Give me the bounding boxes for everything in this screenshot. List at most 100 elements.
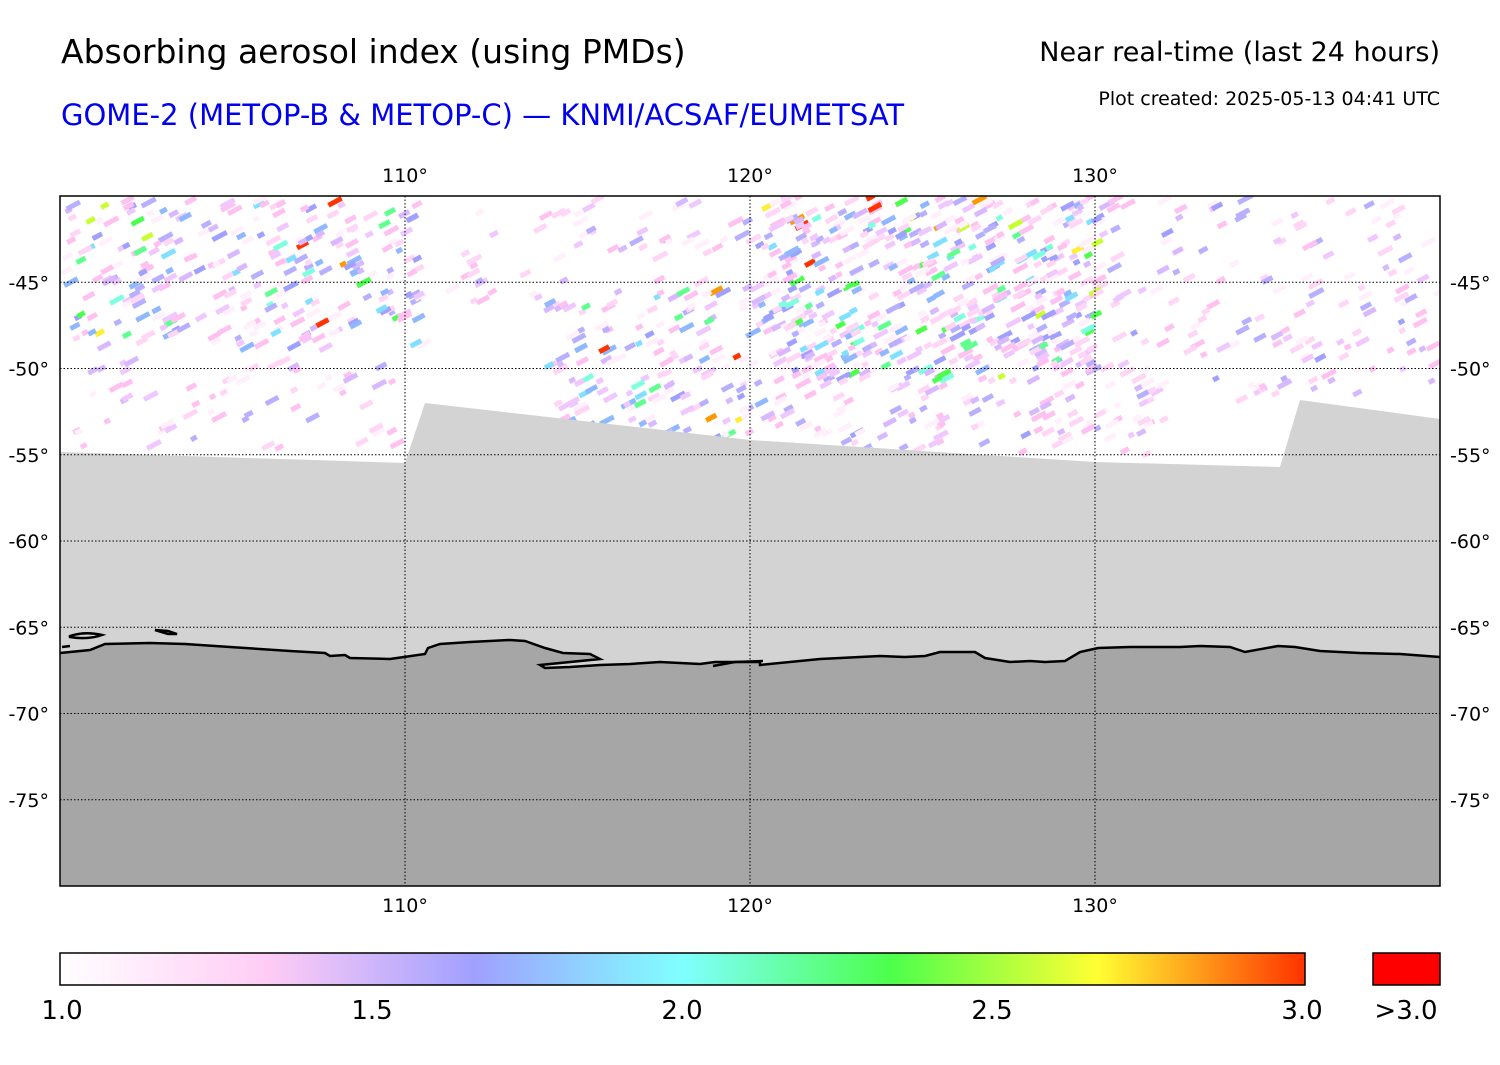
aerosol-pixel (108, 294, 125, 306)
aerosol-pixel (827, 274, 837, 283)
aerosol-pixel (1068, 415, 1085, 428)
aerosol-pixel (686, 301, 697, 311)
aerosol-pixel (982, 223, 997, 234)
aerosol-pixel (748, 358, 760, 368)
aerosol-pixel (1055, 287, 1066, 297)
aerosol-pixel (798, 420, 814, 432)
aerosol-pixel (704, 300, 719, 311)
aerosol-pixel (1079, 275, 1094, 287)
aerosol-pixel (1337, 299, 1350, 309)
aerosol-pixel (1308, 287, 1325, 299)
aerosol-pixel (1293, 308, 1306, 319)
aerosol-pixel (1228, 259, 1240, 269)
aerosol-pixel (1059, 357, 1074, 368)
aerosol-pixel (926, 294, 937, 304)
aerosol-pixel (277, 355, 291, 366)
aerosol-pixel (210, 411, 228, 423)
aerosol-pixel (1427, 377, 1436, 385)
aerosol-pixel (851, 207, 869, 220)
aerosol-pixel (914, 266, 930, 278)
aerosol-pixel (560, 208, 572, 218)
aerosol-pixel (901, 212, 918, 225)
aerosol-pixel (681, 236, 695, 247)
aerosol-pixel (1137, 286, 1148, 295)
aerosol-pixel (1007, 218, 1024, 231)
aerosol-pixel (638, 419, 648, 428)
aerosol-pixel (1280, 374, 1288, 383)
aerosol-pixel (957, 220, 969, 230)
aerosol-pixel (121, 392, 134, 403)
aerosol-pixel (226, 248, 241, 260)
aerosol-pixel (374, 361, 388, 372)
aerosol-pixel (103, 215, 120, 228)
aerosol-pixel (632, 398, 647, 410)
aerosol-pixel (843, 210, 857, 221)
aerosol-pixel (1136, 389, 1150, 400)
aerosol-pixel (568, 376, 577, 384)
colorbar-tick-label: 2.0 (661, 996, 703, 1026)
aerosol-pixel (789, 275, 806, 287)
aerosol-pixel (1120, 198, 1136, 211)
aerosol-pixel (253, 281, 262, 290)
aerosol-pixel (222, 305, 236, 317)
aerosol-pixel (692, 364, 704, 375)
aerosol-pixel (133, 245, 148, 257)
aerosol-pixel (135, 311, 151, 323)
aerosol-pixel (923, 367, 936, 377)
aerosol-pixel (207, 261, 215, 269)
aerosol-pixel (977, 374, 988, 383)
aerosol-pixel (1085, 362, 1099, 374)
aerosol-pixel (907, 411, 916, 419)
aerosol-pixel (1416, 273, 1430, 284)
aerosol-pixel (161, 311, 179, 324)
aerosol-pixel (962, 396, 975, 407)
aerosol-pixel (791, 330, 800, 338)
aerosol-pixel (908, 227, 923, 239)
aerosol-pixel (119, 359, 127, 367)
latitude-tick-label-left: -65° (8, 617, 49, 639)
aerosol-pixel (305, 412, 320, 424)
aerosol-pixel (652, 250, 669, 263)
aerosol-pixel (784, 297, 800, 310)
aerosol-pixel (757, 300, 767, 309)
aerosol-pixel (889, 349, 904, 361)
aerosol-pixel (843, 196, 860, 207)
aerosol-pixel (605, 298, 619, 309)
aerosol-pixel (851, 285, 863, 295)
aerosol-pixel (1082, 294, 1092, 303)
aerosol-pixel (821, 309, 836, 321)
aerosol-pixel (219, 388, 228, 397)
aerosol-pixel (668, 324, 681, 334)
aerosol-pixel (782, 272, 798, 284)
aerosol-pixel (780, 196, 795, 204)
aerosol-pixel (1414, 308, 1428, 319)
aerosol-pixel (751, 301, 762, 310)
aerosol-pixel (1034, 295, 1048, 306)
aerosol-pixel (875, 226, 888, 237)
aerosol-pixel (337, 201, 346, 210)
aerosol-pixel (145, 439, 163, 451)
aerosol-pixel (1025, 248, 1038, 259)
aerosol-pixel (815, 235, 825, 244)
aerosol-pixel (148, 246, 160, 257)
aerosol-pixel (987, 376, 996, 385)
aerosol-pixel (1061, 317, 1075, 329)
aerosol-pixel (411, 312, 426, 324)
aerosol-pixel (252, 320, 267, 332)
aerosol-pixel (805, 206, 819, 217)
aerosol-pixel (908, 416, 917, 425)
aerosol-pixel (568, 399, 579, 409)
aerosol-pixel (151, 273, 165, 284)
aerosol-pixel (1008, 376, 1018, 385)
aerosol-pixel (949, 241, 967, 254)
aerosol-pixel (1065, 311, 1078, 322)
aerosol-pixel (813, 352, 829, 364)
aerosol-pixel (1272, 283, 1287, 295)
aerosol-pixel (858, 367, 871, 378)
aerosol-pixel (1119, 366, 1136, 378)
aerosol-pixel (929, 314, 944, 325)
island-outline (68, 632, 107, 640)
aerosol-pixel (1031, 334, 1045, 345)
aerosol-pixel (555, 351, 571, 364)
